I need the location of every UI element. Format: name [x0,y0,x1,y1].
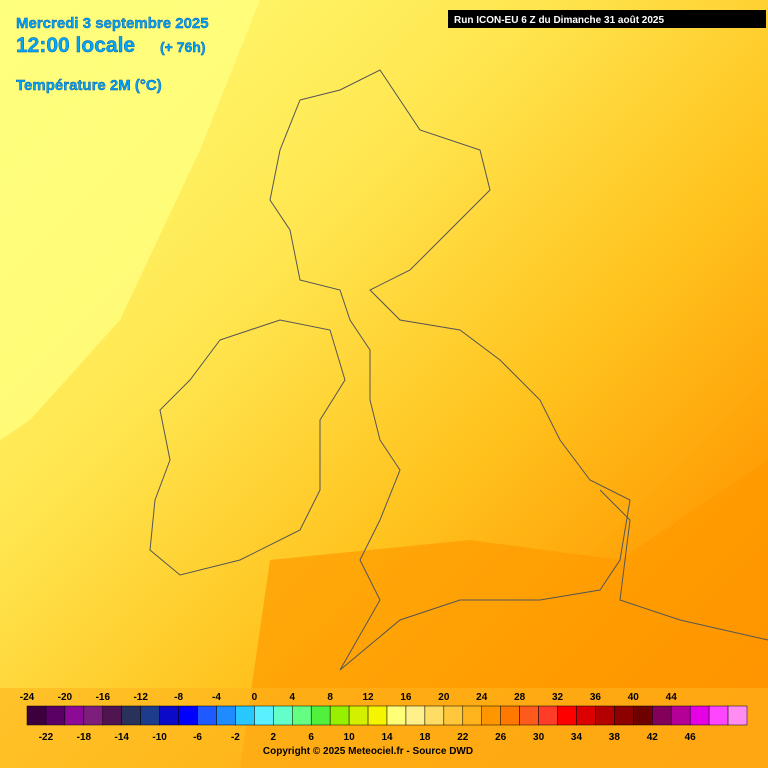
legend-label: 2 [271,732,277,743]
legend-label: 36 [590,692,602,703]
legend-label: 26 [495,732,507,743]
legend-label: 46 [685,732,697,743]
legend-label: -14 [115,732,130,743]
legend-swatch [45,705,66,726]
legend-label: 16 [400,692,412,703]
copyright: Copyright © 2025 Meteociel.fr - Source D… [263,746,473,757]
legend-swatch [329,705,350,726]
legend-label: 22 [457,732,469,743]
legend-label: 18 [419,732,431,743]
legend-label: 38 [609,732,621,743]
legend-label: 24 [476,692,488,703]
time: 12:00 locale [16,34,135,57]
legend-swatch [140,705,160,726]
run-box [448,10,766,28]
legend-swatch [386,705,407,726]
legend-label: 20 [438,692,450,703]
legend-swatch [708,705,729,726]
legend-label: -12 [133,692,148,703]
great-britain [269,69,631,671]
lead-time: (+ 76h) [160,39,206,55]
legend-swatch [424,705,445,726]
legend-swatch [121,705,141,726]
continent-coast [599,489,768,641]
legend-label: -8 [174,692,183,703]
legend-label: -16 [96,692,111,703]
legend-swatch [670,705,691,726]
legend-swatch [633,705,653,726]
legend-swatch [254,705,274,726]
legend-swatch [462,705,482,726]
legend-label: -4 [212,692,221,703]
legend-swatch [178,705,198,726]
legend-label: -18 [77,732,92,743]
legend-swatch [26,705,47,726]
legend-swatch [727,705,748,726]
legend-swatch [443,705,464,726]
legend-label: 10 [344,732,356,743]
legend-label: -22 [39,732,54,743]
date: Mercredi 3 septembre 2025 [16,15,209,32]
legend-label: -24 [20,692,35,703]
run-info: Run ICON-EU 6 Z du Dimanche 31 août 2025 [454,15,664,26]
legend-label: 30 [533,732,545,743]
legend-swatch [216,705,236,726]
legend-swatch [519,705,539,726]
legend-swatch [405,705,426,726]
legend-label: 42 [647,732,659,743]
legend-label: 44 [666,692,678,703]
variable: Température 2M (°C) [16,77,162,94]
legend-swatch [64,705,85,726]
legend-label: -6 [193,732,202,743]
legend-label: -10 [152,732,167,743]
legend-label: 6 [308,732,314,743]
legend-swatch [235,705,255,726]
legend-label: 4 [289,692,295,703]
legend-swatch [83,705,104,726]
legend-swatch [367,705,388,726]
legend-band [0,688,768,768]
legend-swatch [102,705,122,726]
cool-area [0,0,260,440]
legend-swatch [159,705,179,726]
legend-swatch [273,705,293,726]
legend-swatch [689,705,710,726]
legend-label: 28 [514,692,526,703]
legend-label: 32 [552,692,564,703]
legend-swatch [576,705,596,726]
legend-swatch [652,705,672,726]
legend-swatch [292,705,312,726]
legend-label: 40 [628,692,640,703]
legend-swatch [197,705,217,726]
legend-swatch [538,705,558,726]
legend-swatch [500,705,520,726]
legend-label: -20 [58,692,73,703]
legend-label: 34 [571,732,583,743]
legend-label: 8 [327,692,333,703]
legend-label: 0 [252,692,258,703]
legend: -24 -20 -16 -12 -8 -4 0 4 8 12 16 20 24 28 32 36 40 44-22… [20,692,748,743]
ireland [149,319,346,576]
legend-swatch [481,705,501,726]
legend-label: 12 [362,692,374,703]
legend-label: -2 [231,732,240,743]
legend-swatch [557,705,577,726]
legend-swatch [348,705,369,726]
legend-swatch [310,705,331,726]
legend-swatch [595,705,615,726]
legend-swatch [614,705,634,726]
legend-label: 14 [381,732,393,743]
